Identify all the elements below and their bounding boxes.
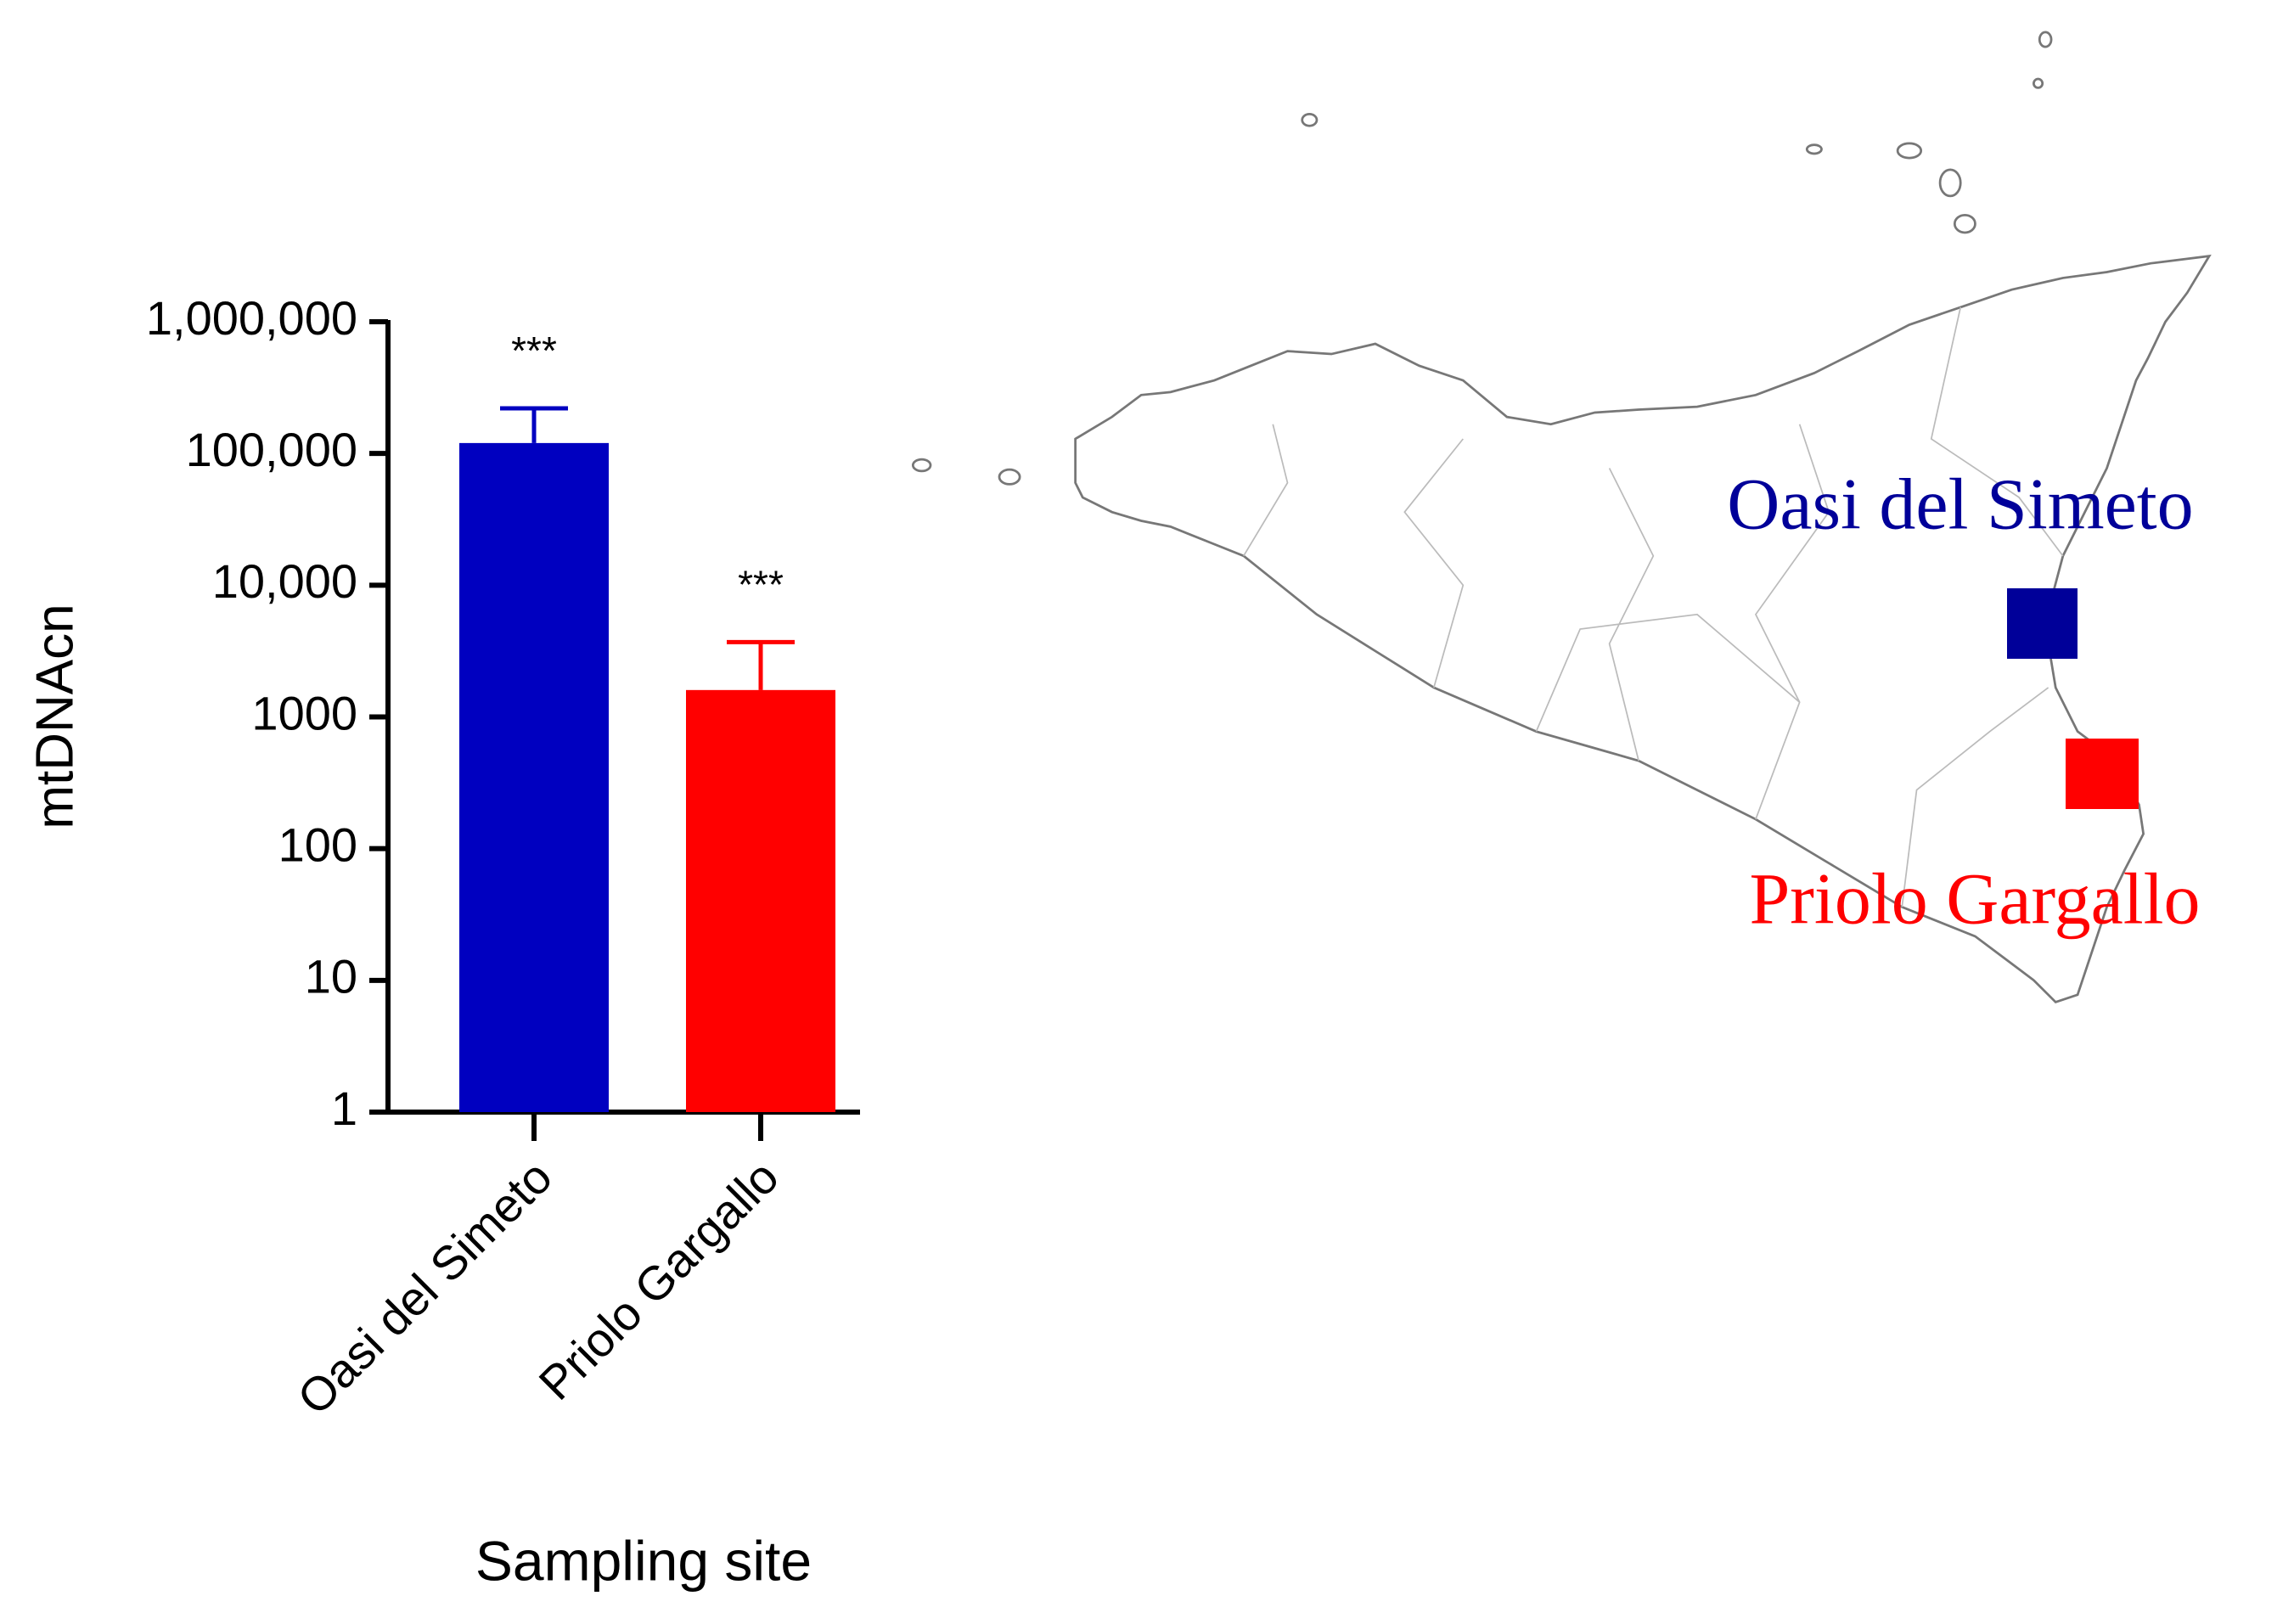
x-axis-title: Sampling site [475, 1529, 812, 1592]
islet [2038, 31, 2053, 48]
map-label: Oasi del Simeto [1727, 464, 2193, 545]
bar [459, 442, 609, 1112]
islet [998, 468, 1021, 486]
y-tick-label: 10 [305, 950, 357, 1003]
map-label: Priolo Gargallo [1749, 858, 2200, 940]
y-tick-label: 100 [278, 818, 357, 871]
y-tick-label: 10,000 [212, 554, 357, 608]
islet [1896, 142, 1923, 160]
sicily-map [911, 31, 2212, 1004]
x-tick-label: Priolo Gargallo [528, 1149, 788, 1409]
islet [1301, 113, 1318, 127]
x-tick-label: Oasi del Simeto [287, 1149, 562, 1425]
y-axis-title: mtDNAcn [25, 604, 84, 829]
bar [686, 689, 835, 1112]
site-marker [2066, 739, 2139, 809]
significance: *** [511, 329, 557, 373]
islet [911, 458, 932, 473]
y-tick-label: 1 [331, 1082, 357, 1135]
y-tick-label: 1,000,000 [146, 291, 357, 345]
islet [1953, 213, 1976, 234]
island-outline [1074, 254, 2212, 1004]
y-tick-label: 100,000 [186, 423, 357, 476]
site-marker [2007, 588, 2078, 659]
y-tick-label: 1000 [251, 686, 357, 739]
islet [2033, 77, 2044, 89]
significance: *** [738, 562, 784, 606]
islet [1938, 168, 1962, 198]
province-borders [1243, 306, 2064, 908]
islet [1805, 143, 1823, 155]
